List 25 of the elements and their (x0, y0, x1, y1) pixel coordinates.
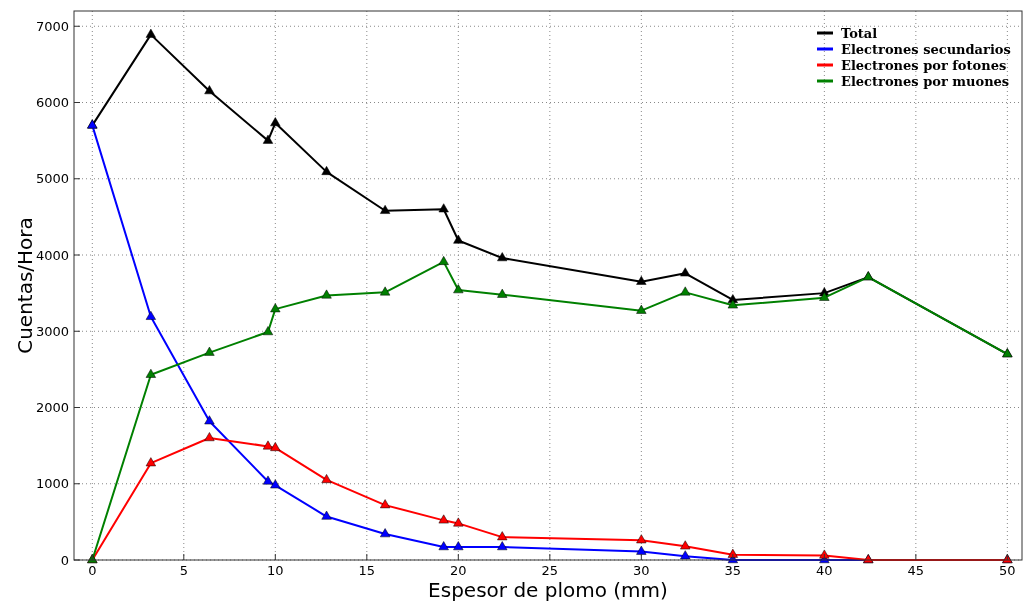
x-tick-label: 10 (267, 563, 284, 578)
x-tick-label: 35 (724, 563, 742, 578)
x-tick-label: 50 (999, 563, 1016, 578)
legend-label: Electrones por muones (841, 74, 1010, 89)
x-tick-label: 5 (179, 563, 188, 578)
y-tick-label: 7000 (35, 18, 69, 34)
legend-label: Total (841, 26, 878, 41)
x-tick-label: 0 (88, 563, 97, 578)
legend-label: Electrones secundarios (841, 42, 1011, 57)
y-tick-label: 4000 (35, 247, 69, 263)
x-tick-label: 30 (633, 563, 650, 578)
y-tick-label: 2000 (35, 400, 69, 415)
y-tick-label: 5000 (35, 171, 69, 187)
x-axis-title: Espesor de plomo (mm) (428, 578, 668, 602)
y-tick-label: 3000 (35, 323, 69, 339)
x-tick-label: 15 (358, 563, 376, 578)
x-tick-label: 40 (816, 563, 833, 578)
x-tick-label: 25 (541, 563, 559, 578)
y-tick-label: 0 (60, 552, 69, 568)
x-tick-label: 20 (450, 563, 467, 578)
x-tick-label: 45 (907, 563, 925, 578)
y-tick-label: 1000 (35, 476, 69, 492)
legend-label: Electrones por fotones (841, 58, 1007, 73)
y-tick-label: 6000 (35, 95, 69, 110)
y-axis-title: Cuentas/Hora (13, 217, 37, 354)
